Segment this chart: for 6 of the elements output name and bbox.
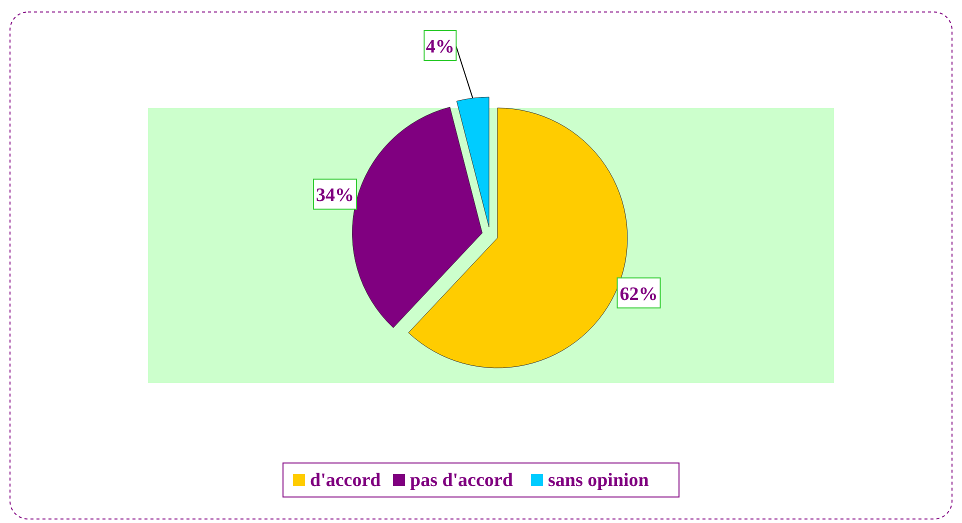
data-label: 62% [620,284,658,305]
data-label: 34% [316,185,354,206]
legend-label: pas d'accord [410,470,514,491]
legend-label: sans opinion [548,470,650,491]
data-label: 4% [426,36,454,58]
legend-label: d'accord [310,470,382,491]
